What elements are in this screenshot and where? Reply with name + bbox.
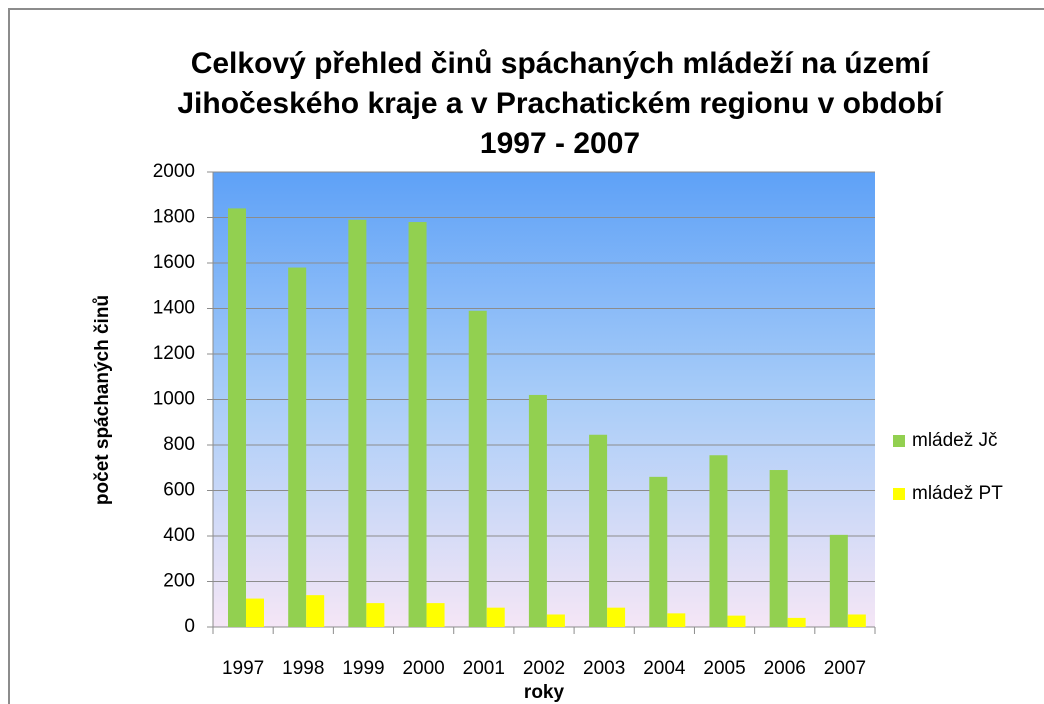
y-axis-label: počet spáchaných činů (92, 295, 113, 505)
bar (348, 219, 367, 627)
y-tick-label: 200 (163, 571, 195, 592)
y-tick-label: 800 (163, 434, 195, 455)
x-tick-label: 1999 (342, 658, 384, 679)
bar (787, 617, 806, 627)
bar (468, 310, 487, 627)
bar (288, 267, 307, 627)
title-line: Celkový přehled činů spáchaných mládeží … (191, 47, 931, 80)
x-tick-label: 2004 (643, 658, 686, 679)
legend-label: mládež Jč (912, 430, 998, 451)
title-line: 1997 - 2007 (480, 127, 640, 160)
bar (589, 434, 608, 627)
bar (246, 598, 264, 627)
bar (426, 603, 445, 627)
bar (649, 476, 668, 627)
title: Celkový přehled činů spáchaných mládeží … (177, 47, 944, 160)
x-axis-label: roky (524, 682, 565, 703)
x-tick-label: 2006 (764, 658, 806, 679)
bar (306, 595, 325, 627)
bar (408, 222, 427, 628)
x-tick-label: 2000 (402, 658, 444, 679)
bar (769, 470, 788, 627)
y-tick-label: 1600 (153, 252, 195, 273)
y-tick-label: 0 (184, 616, 195, 637)
bar (667, 613, 686, 627)
bar (528, 394, 547, 627)
x-tick-label: 1998 (282, 658, 324, 679)
x-tick-label: 2005 (703, 658, 745, 679)
x-tick-label: 2003 (583, 658, 625, 679)
bar (486, 607, 505, 627)
bar (847, 614, 866, 627)
bar (829, 534, 848, 627)
legend-swatch (893, 488, 905, 500)
bar (366, 603, 385, 627)
y-tick-label: 1800 (153, 207, 195, 228)
legend-swatch (893, 435, 905, 447)
x-tick-label: 2007 (824, 658, 866, 679)
title-line: Jihočeského kraje a v Prachatickém regio… (177, 87, 944, 120)
y-tick-label: 1000 (153, 389, 195, 410)
y-tick-label: 600 (163, 480, 195, 501)
bar (709, 455, 728, 627)
bar (228, 208, 246, 627)
x-tick-label: 1997 (222, 658, 264, 679)
x-tick-label: 2002 (523, 658, 565, 679)
y-tick-label: 1200 (153, 343, 195, 364)
y-tick-label: 400 (163, 525, 195, 546)
y-tick-label: 1400 (153, 298, 195, 319)
x-tick-label: 2001 (463, 658, 505, 679)
bar (607, 607, 626, 627)
bar (546, 614, 565, 627)
legend-label: mládež PT (912, 483, 1003, 504)
y-tick-label: 2000 (153, 161, 195, 182)
bar (727, 615, 746, 627)
